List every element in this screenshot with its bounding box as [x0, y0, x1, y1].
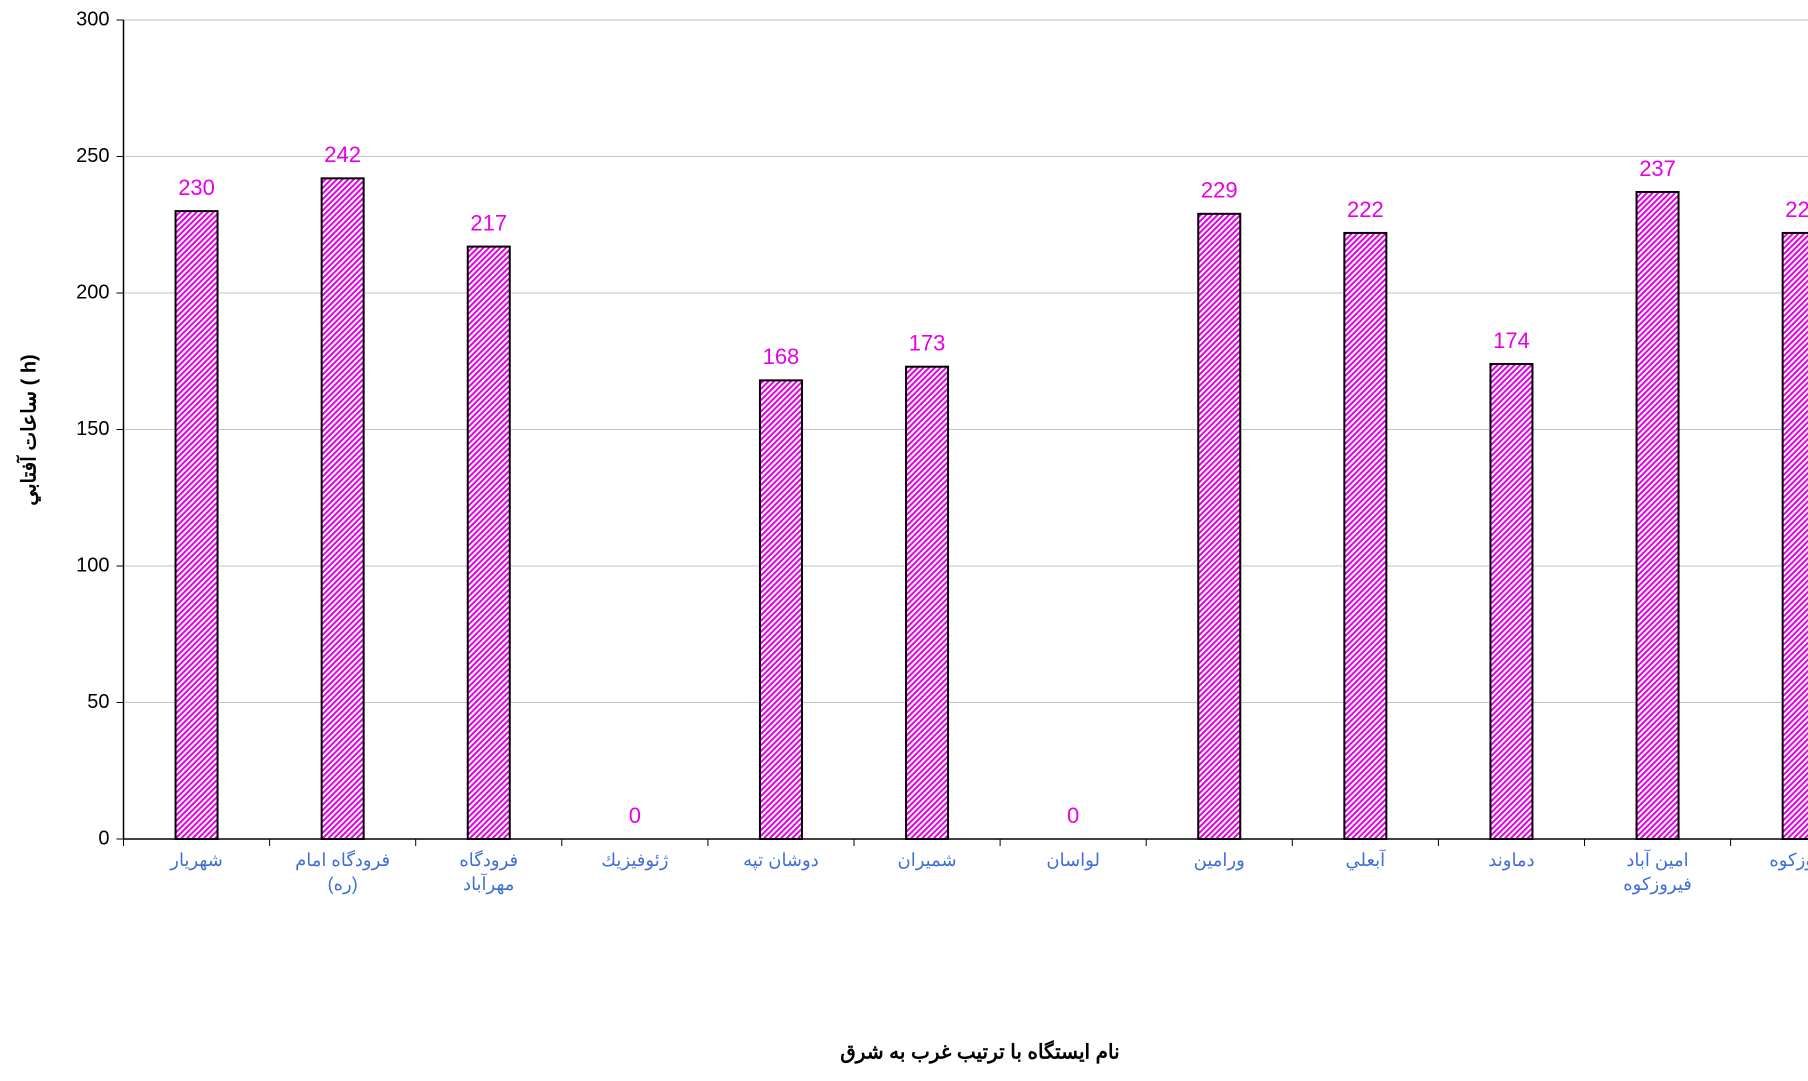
value-label: 0: [1067, 803, 1079, 828]
x-axis-label: نام ايستگاه با ترتيب غرب به شرق: [840, 1039, 1119, 1064]
bar: [1635, 190, 1680, 841]
bar: [320, 177, 365, 840]
value-label: 168: [763, 344, 800, 369]
value-label: 230: [178, 175, 215, 200]
x-tick-label: فيروزكوه: [1769, 850, 1808, 871]
y-tick-label: 50: [87, 691, 109, 713]
y-tick-label: 300: [76, 8, 109, 30]
value-label: 229: [1201, 178, 1238, 203]
x-tick-label: (ره): [328, 874, 358, 895]
x-tick-label: فرودگاه: [459, 849, 518, 871]
x-tick-label: شهريار: [169, 850, 223, 871]
x-tick-label: امين آباد: [1626, 849, 1688, 871]
y-tick-label: 0: [98, 827, 109, 849]
x-tick-label: مهرآباد: [463, 873, 514, 895]
value-label: 237: [1639, 156, 1676, 181]
x-tick-label: آبعلي: [1346, 849, 1387, 870]
bar: [1197, 212, 1242, 840]
value-label: 0: [629, 803, 641, 828]
x-tick-label: شميران: [898, 850, 957, 871]
value-label: 242: [324, 142, 361, 167]
x-tick-label: لواسان: [1046, 850, 1100, 871]
x-tick-label: ورامين: [1194, 850, 1245, 871]
value-label: 222: [1785, 197, 1808, 222]
x-tick-label: ژئوفيزيك: [601, 850, 668, 871]
bar: [905, 365, 950, 840]
value-label: 217: [470, 210, 507, 235]
y-axis-label: ساعات آفتابي ( h): [15, 354, 41, 505]
value-label: 173: [909, 331, 946, 356]
value-label: 222: [1347, 197, 1384, 222]
bar: [466, 245, 511, 840]
x-tick-label: دماوند: [1488, 850, 1534, 871]
bar: [758, 379, 803, 840]
y-tick-label: 200: [76, 281, 109, 303]
y-tick-label: 100: [76, 554, 109, 576]
bar: [174, 210, 219, 841]
y-tick-label: 150: [76, 418, 109, 440]
value-label: 174: [1493, 328, 1530, 353]
bar: [1489, 362, 1534, 840]
bar: [1781, 231, 1808, 840]
y-tick-label: 250: [76, 145, 109, 167]
bar: [1343, 231, 1388, 840]
x-tick-label: فيروزكوه: [1623, 874, 1692, 895]
x-tick-label: فرودگاه امام: [295, 849, 390, 871]
x-tick-label: دوشان تپه: [743, 850, 819, 871]
